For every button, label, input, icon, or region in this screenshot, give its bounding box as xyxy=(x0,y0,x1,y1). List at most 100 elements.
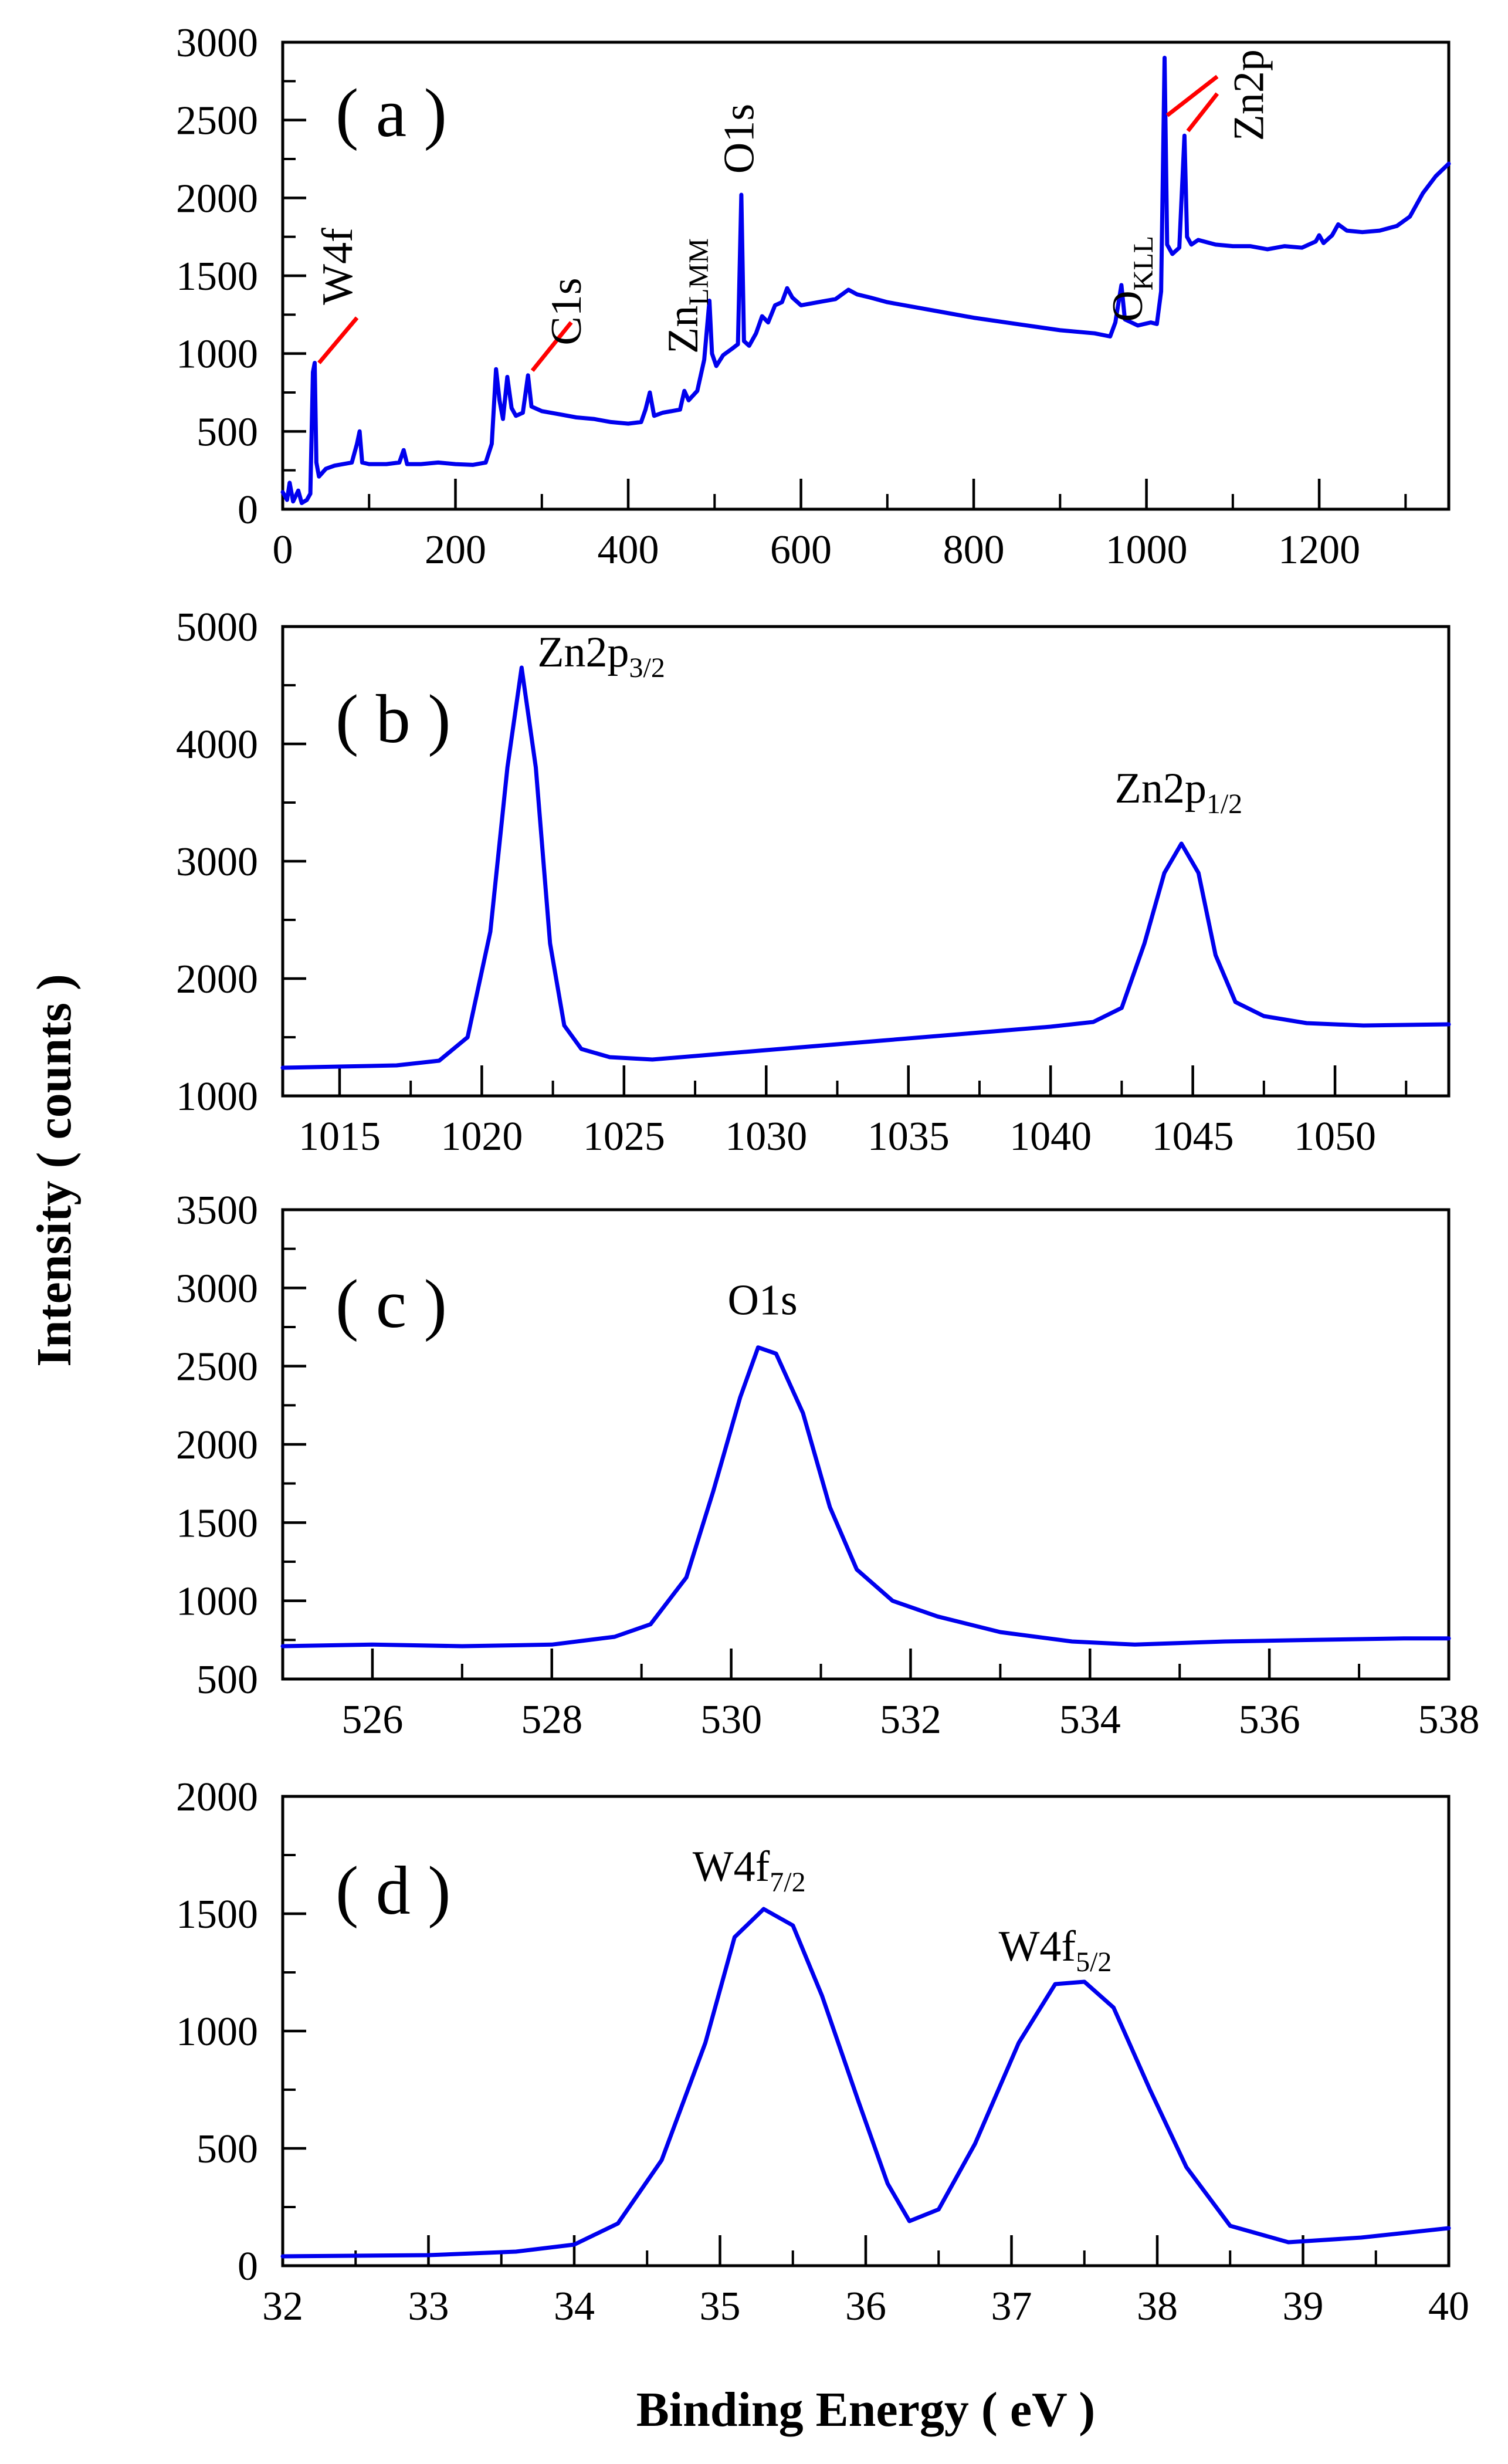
x-tick-label: 37 xyxy=(991,2284,1032,2329)
x-tick-label: 0 xyxy=(273,527,293,573)
x-tick-label: 800 xyxy=(943,527,1005,573)
peak-label-text: Zn2p xyxy=(537,628,629,676)
peak-label-text: O1s xyxy=(716,104,764,174)
x-tick-label: 1030 xyxy=(725,1114,807,1159)
y-tick-label: 0 xyxy=(238,488,258,533)
x-tick-label: 34 xyxy=(554,2284,595,2329)
x-tick-label: 1000 xyxy=(1106,527,1188,573)
peak-pointer-line xyxy=(530,321,573,373)
peak-label: W4f xyxy=(314,228,362,305)
peak-label: OKLL xyxy=(1104,236,1159,322)
peak-label-text: W4f xyxy=(314,228,362,305)
y-tick-label: 1500 xyxy=(176,1501,258,1546)
panel-b-zn2p-spectrum: 1015 1020 1025 1030 1035 1040 1045 1050 1000 2000… xyxy=(176,605,1451,1159)
y-tick-label: 1000 xyxy=(176,1074,258,1119)
peak-label: W4f5/2 xyxy=(999,1923,1112,1978)
x-tick-label: 38 xyxy=(1137,2284,1178,2329)
peak-pointer-line xyxy=(1186,92,1219,133)
y-tick-label: 2500 xyxy=(176,1345,258,1390)
y-tick-label: 2000 xyxy=(176,176,258,221)
x-tick-label: 400 xyxy=(598,527,659,573)
series-line-w4f xyxy=(280,1907,1451,2259)
plot-frame xyxy=(281,1208,1451,1681)
x-tick-label: 1015 xyxy=(299,1114,381,1159)
y-tick-label: 3000 xyxy=(176,1266,258,1311)
panel-d-w4f-spectrum: 32 33 34 35 36 37 38 39 400500100015002000W4f7/2… xyxy=(176,1775,1469,2329)
x-tick-label: 528 xyxy=(521,1697,582,1742)
peak-label: O1s xyxy=(727,1277,797,1325)
peak-pointer-line xyxy=(1165,75,1219,117)
peak-label: Zn2p1/2 xyxy=(1115,764,1243,820)
plot-frame xyxy=(281,625,1451,1098)
series-line-o1s xyxy=(280,1345,1451,1649)
peak-label-text: Zn2p xyxy=(1115,764,1207,813)
y-tick-label: 1500 xyxy=(176,1892,258,1937)
peak-label: O1s xyxy=(716,104,764,174)
plot-frame xyxy=(281,40,1451,511)
peak-label-text: O1s xyxy=(727,1277,797,1325)
x-tick-label: 1200 xyxy=(1278,527,1360,573)
y-tick-label: 500 xyxy=(196,1657,258,1703)
peak-label-text: Zn xyxy=(659,306,707,354)
x-tick-label: 530 xyxy=(700,1697,762,1742)
peak-label: Zn2p3/2 xyxy=(537,628,665,683)
x-axis-title: Binding Energy ( eV ) xyxy=(636,2382,1096,2437)
x-tick-label: 36 xyxy=(845,2284,886,2329)
panel-tag: ( c ) xyxy=(336,1265,447,1342)
x-tick-label: 534 xyxy=(1059,1697,1121,1742)
y-tick-label: 3000 xyxy=(176,840,258,885)
y-tick-label: 500 xyxy=(196,409,258,455)
peak-label: ZnLMM xyxy=(659,238,714,354)
y-tick-label: 500 xyxy=(196,2127,258,2172)
x-tick-label: 32 xyxy=(262,2284,303,2329)
x-tick-label: 532 xyxy=(880,1697,941,1742)
x-tick-label: 1050 xyxy=(1294,1114,1376,1159)
peak-label-subscript: 5/2 xyxy=(1076,1947,1111,1978)
x-tick-label: 33 xyxy=(408,2284,449,2329)
peak-label-text: Zn2p xyxy=(1225,49,1273,141)
peak-label-subscript: 7/2 xyxy=(770,1867,805,1898)
plot-frame xyxy=(281,1795,1451,2267)
peak-label-text: W4f xyxy=(693,1843,770,1891)
x-tick-label: 1035 xyxy=(867,1114,950,1159)
x-tick-label: 200 xyxy=(425,527,486,573)
x-tick-label: 526 xyxy=(341,1697,403,1742)
y-axis-title: Intensity ( counts ) xyxy=(27,974,82,1367)
panel-a-survey-spectrum: 0 200 400 600 800 1000 1200 0 500 1000 1500 2000 250… xyxy=(176,21,1451,573)
y-tick-label: 2000 xyxy=(176,957,258,1002)
peak-label-subscript: 3/2 xyxy=(629,652,665,683)
peak-label: Zn2p xyxy=(1225,49,1273,141)
peak-label-subscript: LMM xyxy=(683,238,714,306)
panel-tag: ( b ) xyxy=(336,681,451,757)
x-tick-label: 1020 xyxy=(440,1114,523,1159)
panel-tag: ( a ) xyxy=(336,75,447,151)
x-tick-label: 1040 xyxy=(1009,1114,1092,1159)
y-tick-label: 4000 xyxy=(176,722,258,767)
y-tick-label: 3500 xyxy=(176,1188,258,1233)
peak-label-text: O xyxy=(1104,290,1152,321)
y-tick-label: 2000 xyxy=(176,1775,258,1820)
y-tick-label: 2500 xyxy=(176,99,258,144)
peak-label: C1s xyxy=(543,277,591,345)
peak-label-subscript: KLL xyxy=(1128,236,1159,290)
y-tick-label: 1000 xyxy=(176,2009,258,2055)
x-tick-label: 600 xyxy=(770,527,832,573)
y-tick-label: 1000 xyxy=(176,332,258,377)
y-tick-label: 5000 xyxy=(176,605,258,650)
peak-label: W4f7/2 xyxy=(693,1843,806,1898)
y-tick-label: 0 xyxy=(238,2244,258,2289)
x-tick-label: 39 xyxy=(1283,2284,1324,2329)
y-tick-label: 1500 xyxy=(176,254,258,299)
series-line-zn2p xyxy=(280,665,1451,1070)
x-tick-label: 40 xyxy=(1428,2284,1469,2329)
x-tick-label: 35 xyxy=(700,2284,741,2329)
y-tick-label: 2000 xyxy=(176,1423,258,1468)
x-tick-label: 1045 xyxy=(1152,1114,1234,1159)
x-tick-label: 1025 xyxy=(583,1114,665,1159)
peak-label-text: W4f xyxy=(999,1923,1076,1971)
panel-c-o1s-spectrum: 526 528 530 532 534 536 538 500 1000 1500 2000 2500… xyxy=(176,1188,1480,1742)
peak-label-text: C1s xyxy=(543,277,591,345)
series-line-survey xyxy=(280,56,1451,505)
y-tick-label: 3000 xyxy=(176,21,258,66)
